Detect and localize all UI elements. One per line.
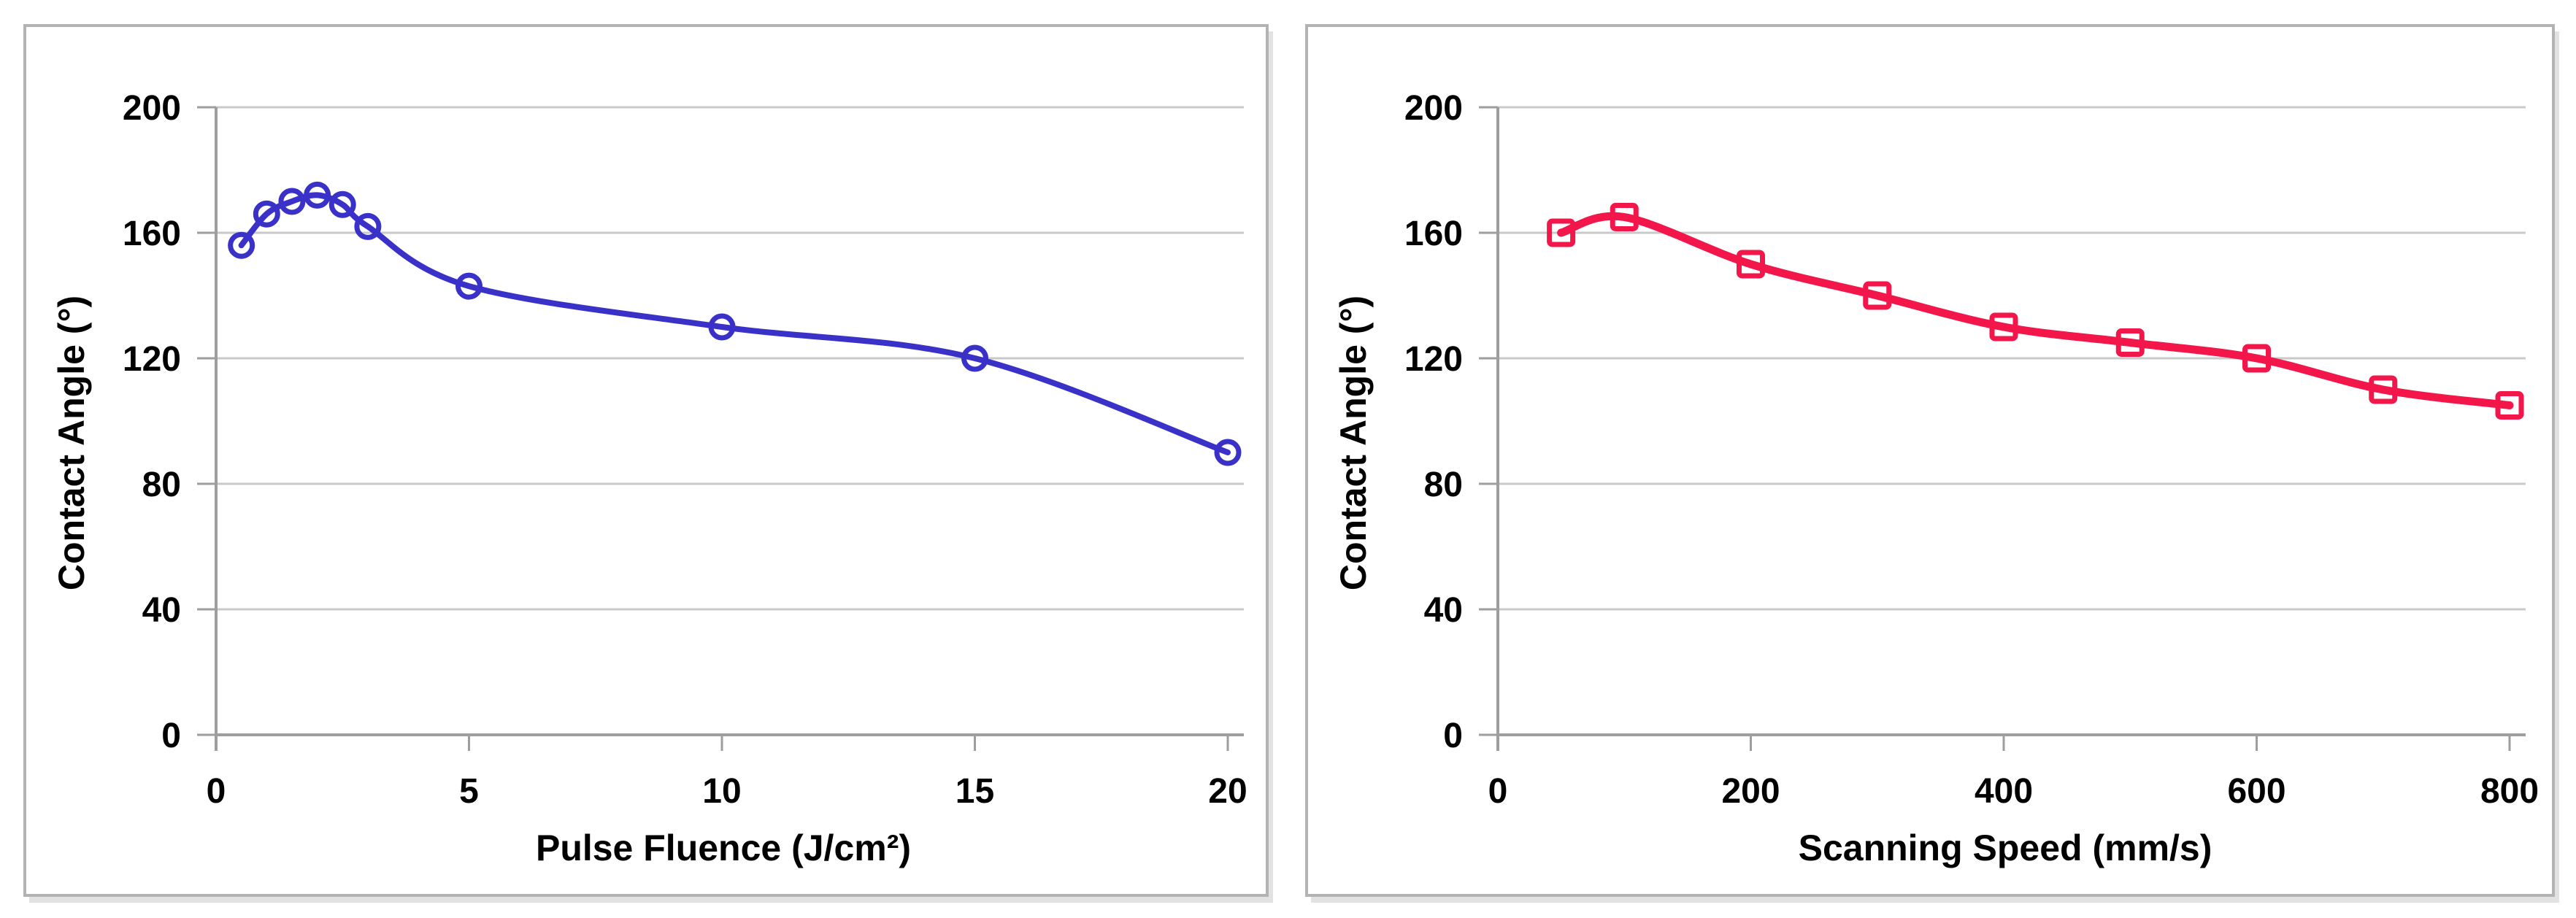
series-line	[238, 192, 1231, 455]
y-tick-label: 160	[1404, 215, 1463, 253]
y-tick-label: 200	[123, 89, 181, 128]
data-point-marker	[2495, 391, 2524, 420]
data-point-marker	[304, 181, 331, 209]
data-point-marker	[1863, 281, 1892, 310]
y-tick-label: 40	[142, 591, 181, 630]
data-point-marker	[2242, 344, 2271, 373]
data-point-marker	[253, 200, 280, 228]
x-tick-label: 15	[956, 772, 994, 811]
data-point-marker	[2115, 328, 2145, 357]
series-line	[1557, 212, 2514, 409]
y-tick-label: 160	[123, 215, 181, 253]
data-point-marker	[1989, 312, 2018, 342]
data-point-marker	[455, 272, 482, 300]
data-point-marker	[961, 344, 988, 372]
data-point-marker	[1547, 218, 1576, 247]
x-tick-label: 800	[2480, 772, 2539, 811]
left-chart-pulse-fluence: 0 40 80 120 160 200 0 5 10 15 20	[123, 89, 1247, 811]
data-point-marker	[354, 212, 382, 240]
data-point-marker	[708, 313, 736, 341]
right-chart-scanning-speed: 0 40 80 120 160 200 0 200 400 600 800	[1404, 89, 2539, 811]
y-tick-label: 80	[1424, 466, 1463, 504]
y-tick-label: 200	[1404, 89, 1463, 128]
x-tick-label: 20	[1208, 772, 1247, 811]
right-chart-panel: Contact Angle (°) 0 40 80 120 160 200 0 200 400 6…	[1305, 24, 2555, 897]
left-chart-panel: Contact Angle (°) 0 40 80 120 160 200 0 5 10 15 20…	[23, 24, 1269, 897]
left-x-axis-title: Pulse Fluence (J/cm²)	[535, 828, 912, 868]
y-tick-label: 40	[1424, 591, 1463, 630]
x-tick-label: 10	[702, 772, 741, 811]
data-point-marker	[278, 188, 306, 215]
data-point-marker	[1737, 250, 1765, 279]
x-tick-label: 200	[1721, 772, 1780, 811]
y-tick-label: 0	[161, 717, 181, 755]
x-tick-label: 0	[207, 772, 226, 811]
data-point-marker	[328, 190, 356, 218]
y-tick-label: 80	[142, 466, 181, 504]
data-point-marker	[1214, 439, 1242, 466]
data-point-marker	[228, 231, 255, 259]
y-tick-label: 0	[1443, 717, 1463, 755]
x-tick-label: 0	[1488, 772, 1508, 811]
x-tick-label: 400	[1975, 772, 2033, 811]
y-tick-label: 120	[123, 340, 181, 379]
x-tick-label: 5	[459, 772, 479, 811]
right-x-axis-title: Scanning Speed (mm/s)	[1798, 828, 2212, 868]
data-point-marker	[2369, 375, 2398, 404]
y-tick-label: 120	[1404, 340, 1463, 379]
data-point-marker	[1610, 203, 1639, 231]
x-tick-label: 600	[2227, 772, 2285, 811]
